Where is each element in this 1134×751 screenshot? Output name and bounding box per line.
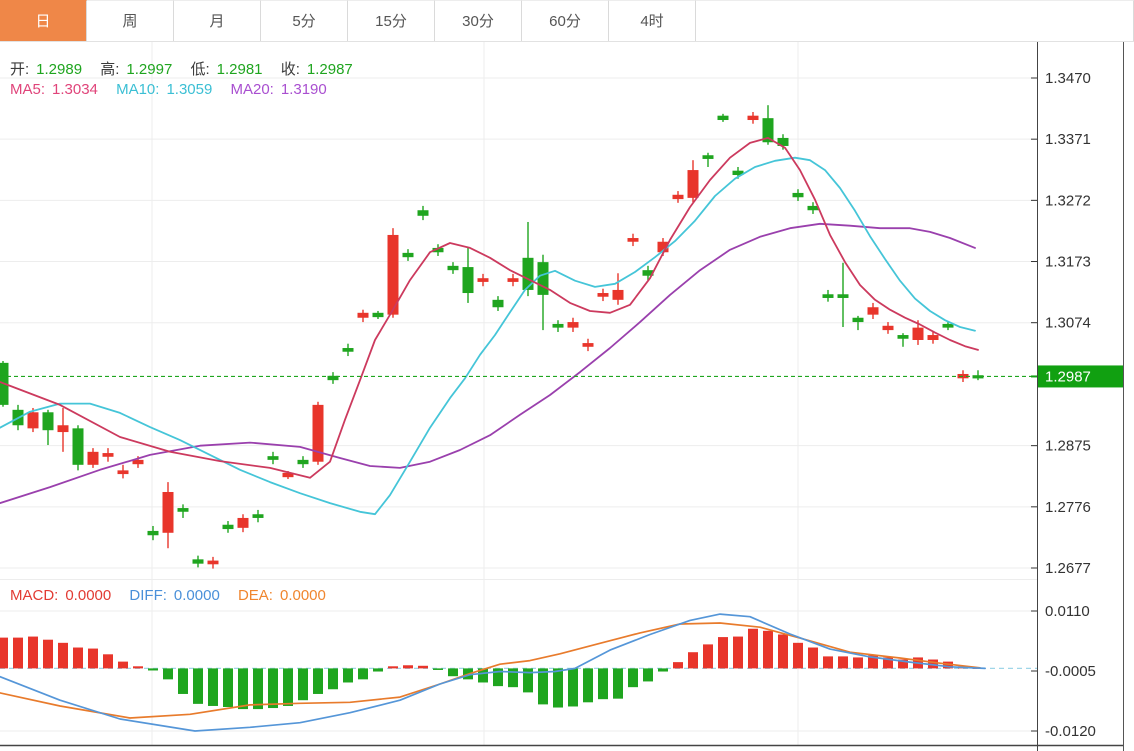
svg-text:1.3272: 1.3272 <box>1045 192 1091 209</box>
tab-4hour[interactable]: 4时 <box>609 0 696 41</box>
svg-text:-0.0005: -0.0005 <box>1045 663 1096 680</box>
macd-histogram <box>0 628 983 710</box>
period-tab-bar: 日 周 月 5分 15分 30分 60分 4时 <box>0 0 1134 42</box>
tab-month[interactable]: 月 <box>174 0 261 41</box>
ma20-line <box>0 222 976 505</box>
tab-15min[interactable]: 15分 <box>348 0 435 41</box>
tab-5min[interactable]: 5分 <box>261 0 348 41</box>
svg-text:1.2987: 1.2987 <box>1045 368 1091 385</box>
tab-60min[interactable]: 60分 <box>522 0 609 41</box>
svg-text:1.2875: 1.2875 <box>1045 438 1091 455</box>
tab-30min[interactable]: 30分 <box>435 0 522 41</box>
ma5-line <box>0 136 979 479</box>
svg-text:1.3470: 1.3470 <box>1045 70 1091 87</box>
svg-text:1.2776: 1.2776 <box>1045 499 1091 516</box>
dea-line <box>0 622 981 719</box>
svg-text:1.3371: 1.3371 <box>1045 131 1091 148</box>
svg-text:0.0110: 0.0110 <box>1045 603 1090 620</box>
candles <box>0 105 984 569</box>
svg-text:1.2677: 1.2677 <box>1045 560 1091 577</box>
macd-axis-labels: 0.0110 -0.0005 -0.0120 <box>1031 603 1096 740</box>
svg-text:1.3173: 1.3173 <box>1045 254 1091 271</box>
axis-borders <box>0 42 1124 751</box>
svg-text:1.3074: 1.3074 <box>1045 315 1091 332</box>
tab-bar-filler <box>696 0 1134 41</box>
current-price-label: 1.2987 <box>1031 365 1123 388</box>
tab-day[interactable]: 日 <box>0 0 87 41</box>
diff-line <box>0 613 986 732</box>
tab-week[interactable]: 周 <box>87 0 174 41</box>
gridlines <box>0 42 1037 745</box>
price-axis-labels: 1.3470 1.3371 1.3272 1.3173 1.3074 1.2875 1.27… <box>1031 70 1091 577</box>
ma10-line <box>0 156 976 516</box>
svg-text:-0.0120: -0.0120 <box>1045 723 1096 740</box>
